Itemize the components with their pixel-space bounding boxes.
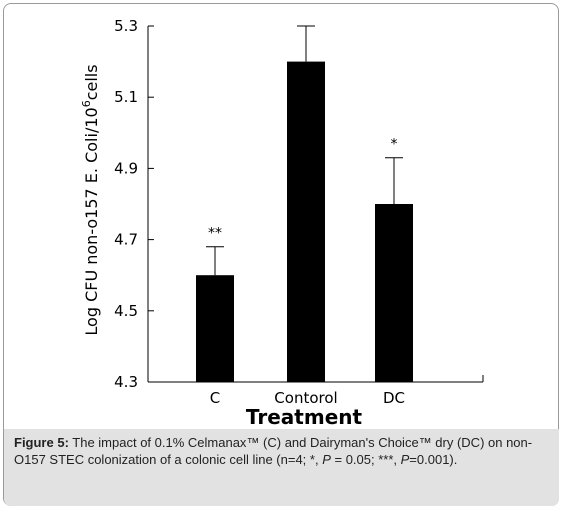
figure-frame xyxy=(3,3,559,506)
caption-p2-symbol: P xyxy=(400,452,410,467)
caption-background xyxy=(4,429,559,506)
caption-text: The impact of 0.1% Celmanax™ (C) and Dai… xyxy=(14,435,533,467)
caption-p2-value: =0.001). xyxy=(409,452,458,467)
x-tick-label: C xyxy=(210,389,220,407)
bar-contorol xyxy=(287,61,325,382)
y-tick-label: 5.1 xyxy=(114,88,138,106)
x-axis-title: Treatment xyxy=(246,405,363,429)
y-tick-label: 4.3 xyxy=(114,373,138,391)
bar-dc xyxy=(375,204,413,382)
y-tick-label: 4.5 xyxy=(114,302,138,320)
bar-chart: 4.3 4.5 4.7 4.9 5.1 5.3 Log CFU non-o157 E. Co… xyxy=(80,17,484,429)
y-axis-title: Log CFU non-o157 E. Coli/106cells xyxy=(80,64,101,335)
x-tick-label: DC xyxy=(383,389,405,407)
caption-label: Figure 5: xyxy=(14,435,69,450)
significance-marker: * xyxy=(391,137,398,153)
figure-caption: Figure 5: The impact of 0.1% Celmanax™ (… xyxy=(14,434,554,468)
caption-p1-symbol: P xyxy=(322,452,331,467)
bar-c xyxy=(196,275,234,382)
y-tick-label: 5.3 xyxy=(114,17,138,35)
y-tick-label: 4.7 xyxy=(114,231,138,249)
caption-p1-value: = 0.05; ***, xyxy=(330,452,401,467)
significance-marker: ** xyxy=(208,226,222,242)
y-tick-label: 4.9 xyxy=(114,159,138,177)
x-tick-label: Contorol xyxy=(274,389,337,407)
